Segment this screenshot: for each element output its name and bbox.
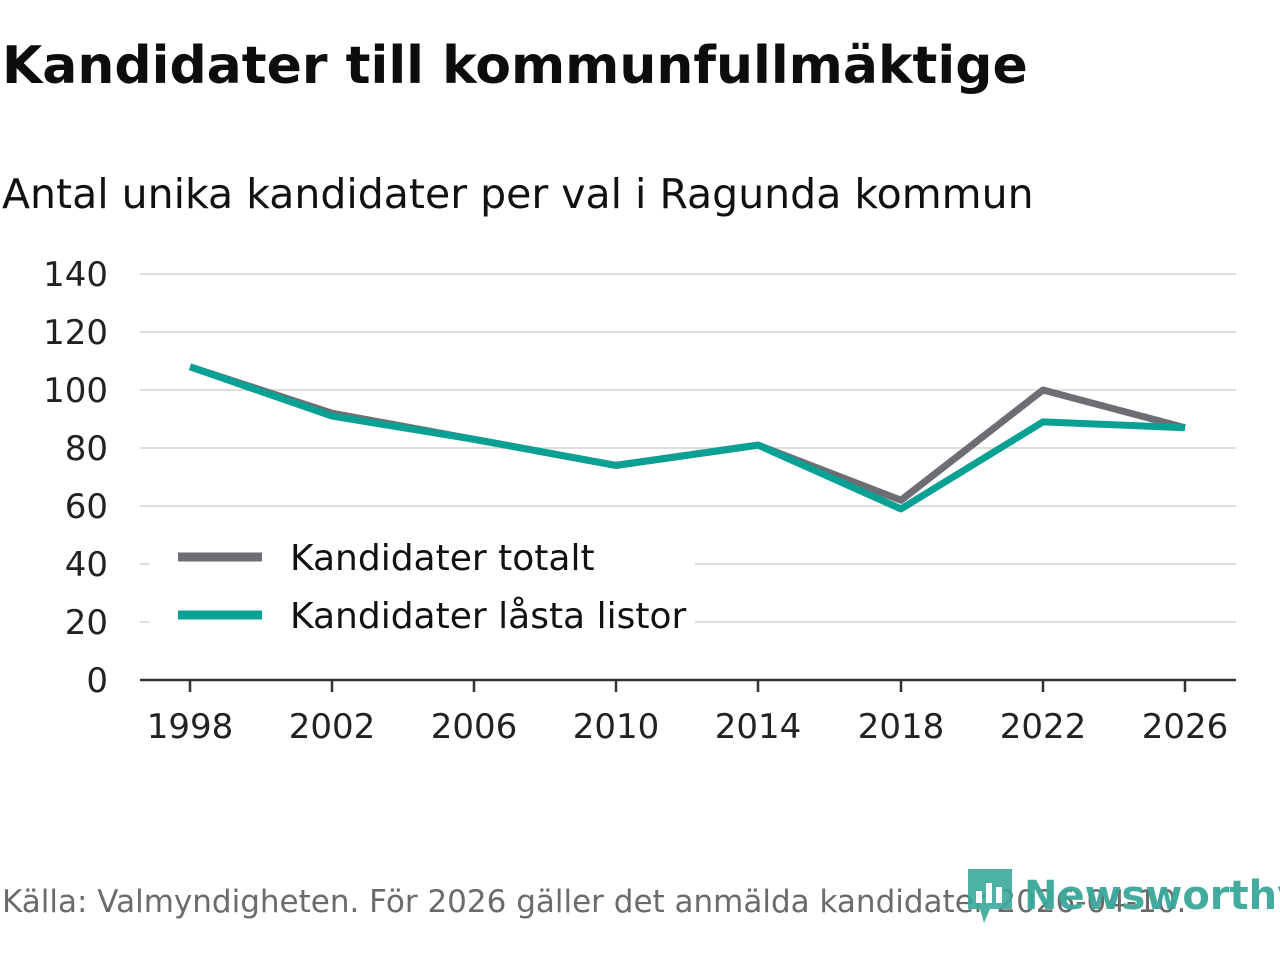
x-tick-label: 2014 — [715, 707, 802, 747]
series-lines — [188, 363, 1186, 513]
y-tick-label: 80 — [65, 429, 108, 469]
x-tick-label: 2006 — [431, 707, 518, 747]
y-tick-label: 100 — [43, 371, 108, 411]
legend-background — [150, 530, 695, 650]
x-tick-label: 2010 — [573, 707, 660, 747]
newsworthy-logo-text: Newsworthy — [1024, 873, 1280, 919]
legend: Kandidater totalt Kandidater låsta listo… — [150, 530, 695, 650]
series-line-lasta-listor — [188, 363, 1186, 513]
y-axis-ticks: 0 20 40 60 80 100 120 140 — [43, 255, 108, 701]
x-tick-label: 2002 — [289, 707, 376, 747]
chart-subtitle: Antal unika kandidater per val i Ragunda… — [2, 170, 1034, 218]
y-tick-label: 120 — [43, 313, 108, 353]
newsworthy-logo-icon — [968, 869, 1012, 923]
x-axis-ticks: 1998 2002 2006 2010 2014 2018 2022 2026 — [147, 680, 1229, 747]
chart-title: Kandidater till kommunfullmäktige — [2, 36, 1028, 96]
y-tick-label: 0 — [86, 661, 108, 701]
series-line-totalt — [188, 363, 1186, 504]
y-tick-label: 20 — [65, 603, 108, 643]
y-tick-label: 60 — [65, 487, 108, 527]
legend-label-lasta-listor: Kandidater låsta listor — [290, 596, 686, 637]
x-tick-label: 1998 — [147, 707, 234, 747]
x-tick-label: 2022 — [1000, 707, 1087, 747]
newsworthy-logo: Newsworthy — [964, 864, 1280, 928]
x-tick-label: 2026 — [1142, 707, 1229, 747]
y-tick-label: 40 — [65, 545, 108, 585]
y-tick-label: 140 — [43, 255, 108, 295]
legend-label-totalt: Kandidater totalt — [290, 538, 595, 579]
x-tick-label: 2018 — [858, 707, 945, 747]
